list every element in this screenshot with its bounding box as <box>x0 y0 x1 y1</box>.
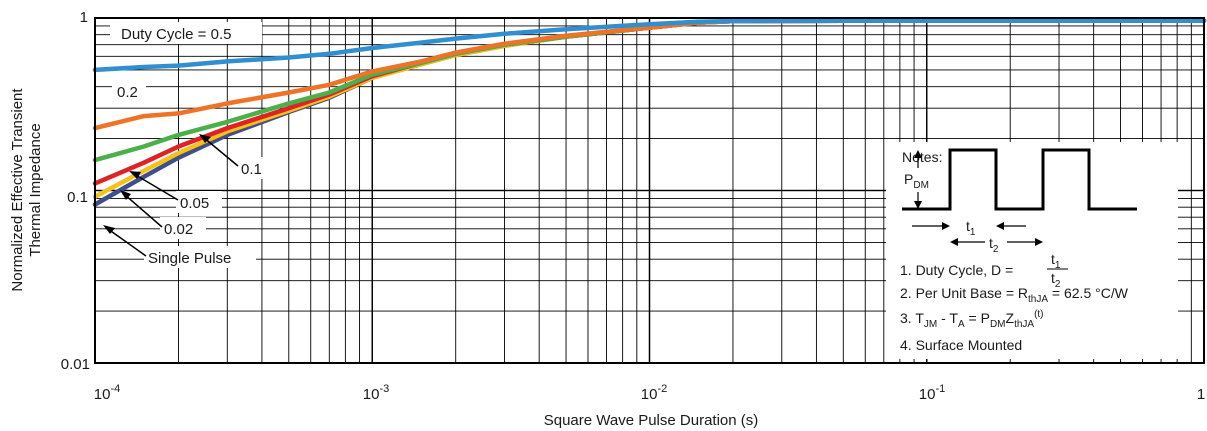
curve-label-0.1: 0.1 <box>241 161 262 178</box>
note-1: 1. Duty Cycle, D = <box>900 262 1013 278</box>
label-bg-single <box>144 246 256 268</box>
arrowhead-0.02 <box>120 190 131 200</box>
label-bg-d05 <box>110 22 262 44</box>
pdm-arrow-down-head <box>914 201 922 209</box>
curve-label-0.2: 0.2 <box>117 84 138 101</box>
notes-title: Notes: <box>902 149 942 165</box>
t2-arrowhead-right <box>1035 238 1043 246</box>
arrow-line-0.02 <box>123 193 163 228</box>
x-tick-1e-2: 10-2 <box>641 383 667 403</box>
label-bg-d005 <box>176 191 222 213</box>
plot-frame <box>94 17 1205 364</box>
curves <box>92 18 1207 207</box>
y-axis-label-line-1: Normalized Effective Transient <box>9 88 26 292</box>
x-tick-labels: 10-4 10-3 10-2 10-1 1 <box>94 383 1205 403</box>
arrow-line-0.05 <box>133 173 179 201</box>
t1-arrowhead-left <box>942 222 950 230</box>
pdm-arrow-up-head <box>914 150 922 158</box>
notes-box: Notes: PDM t1 t2 1. Duty Cycle, D = t1 t… <box>886 142 1178 359</box>
label-bg-d01 <box>238 157 270 179</box>
label-bg-d002 <box>160 217 206 239</box>
t2-arrowhead-left <box>950 238 958 246</box>
x-tick-1e-4: 10-4 <box>94 383 120 403</box>
label-bg-d02 <box>112 80 146 102</box>
note-4: 4. Surface Mounted <box>900 337 1022 353</box>
x-tick-1e-3: 10-3 <box>363 383 389 403</box>
note-1-denominator: t2 <box>1051 270 1061 290</box>
curve-label-single-pulse: Single Pulse <box>148 250 231 267</box>
arrowhead-single <box>103 225 115 234</box>
curve-label-duty-0.5: Duty Cycle = 0.5 <box>121 26 231 43</box>
arrowhead-0.05 <box>129 171 141 179</box>
note-3: 3. TJM - TA = PDMZthJA(t) <box>900 309 1044 330</box>
arrow-line-single <box>107 228 147 257</box>
pulse-waveform <box>902 148 1137 211</box>
x-tick-1e-1: 10-1 <box>919 383 945 403</box>
y-tick-0.1: 0.1 <box>67 189 88 206</box>
notes-background <box>886 142 1178 359</box>
note-2: 2. Per Unit Base = RthJA = 62.5 °C/W <box>900 285 1129 305</box>
y-tick-0.01: 0.01 <box>61 356 90 373</box>
curve-labels: Duty Cycle = 0.5 0.2 0.1 0.05 0.02 Singl… <box>103 22 270 268</box>
series-line-duty-cycle-0-5 <box>92 18 1207 73</box>
arrowhead-0.1 <box>199 134 211 143</box>
t2-label-bg <box>985 234 1007 250</box>
t2-label: t2 <box>989 235 999 255</box>
y-axis-label-line-2: Thermal Impedance <box>27 123 44 256</box>
y-tick-labels: 0.01 0.1 1 <box>61 9 90 373</box>
note-1-numerator: t1 <box>1051 251 1061 271</box>
pdm-label: PDM <box>904 171 929 191</box>
x-axis-label: Square Wave Pulse Duration (s) <box>544 412 759 429</box>
t1-label: t1 <box>966 218 976 238</box>
curve-label-0.05: 0.05 <box>180 195 209 212</box>
y-tick-1: 1 <box>80 9 88 26</box>
t1-arrowhead-right <box>996 222 1004 230</box>
arrow-line-0.1 <box>202 136 239 167</box>
x-tick-1: 1 <box>1197 386 1205 403</box>
curve-label-0.02: 0.02 <box>164 221 193 238</box>
